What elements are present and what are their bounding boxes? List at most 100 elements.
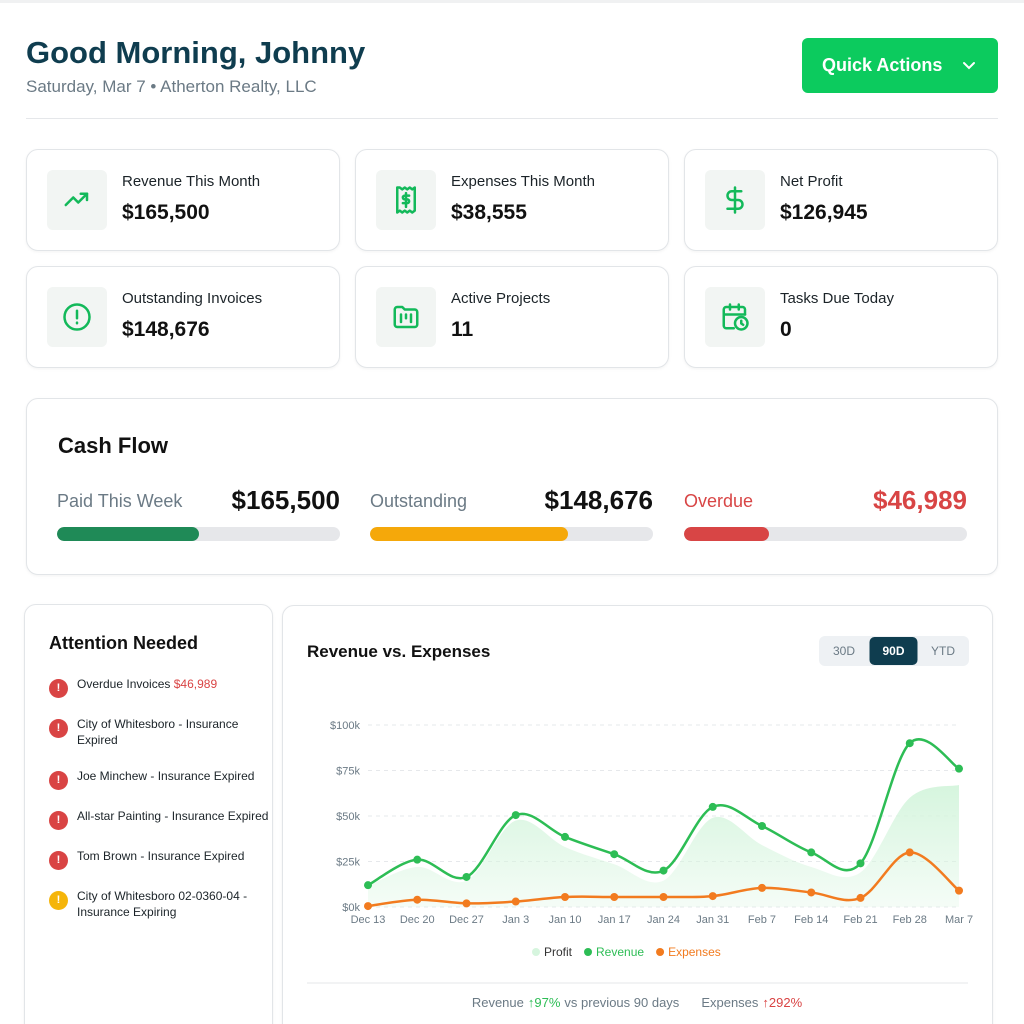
legend-label[interactable]: Revenue [596,945,644,959]
x-tick-label: Dec 20 [400,914,435,926]
greeting: Good Morning, Johnny [26,35,366,70]
x-tick-label: Feb 7 [748,914,776,926]
data-point [659,866,668,875]
footer-expenses-label: Expenses [701,995,759,1010]
x-tick-label: Jan 17 [598,914,631,926]
attention-text: City of Whitesboro 02-0360-04 - Insuranc… [77,889,248,919]
attention-text: Overdue Invoices [77,677,171,691]
alert-icon: ! [49,891,68,910]
progress-track [57,527,340,541]
kpi-label: Net Profit [780,173,843,190]
data-point [856,859,865,868]
cash-flow-amount: $165,500 [231,485,340,515]
y-tick-label: $25k [336,857,360,869]
data-point [807,848,816,857]
kpi-card: Revenue This Month $165,500 [26,149,340,251]
kpi-value: $148,676 [122,318,210,341]
cash-flow-label: Paid This Week [57,491,183,511]
data-point [659,892,668,901]
data-point [511,811,520,820]
data-point [758,822,766,831]
data-point [511,897,520,906]
data-point [561,892,569,901]
x-tick-label: Jan 10 [548,914,581,926]
range-button[interactable]: 90D [882,644,904,658]
range-button[interactable]: YTD [931,644,955,658]
chart: Revenue vs. Expenses 30D 90D YTD $0k $25k $50k… [307,636,973,1010]
y-tick-label: $75k [336,766,360,778]
progress-track [370,527,653,541]
kpi-value: 0 [780,318,792,341]
alert-icon: ! [49,811,68,830]
footer-summary: Revenue ↑97% vs previous 90 days Expenses ↑2… [472,995,803,1010]
attention-text: All-star Painting - Insurance Expired [77,809,269,823]
legend-swatch [532,948,540,956]
legend-label[interactable]: Expenses [668,945,721,959]
x-tick-label: Mar 7 [945,914,973,926]
range-active [869,637,918,665]
data-point [462,899,471,908]
data-point [708,802,717,811]
data-point [708,892,717,901]
range-button[interactable]: 30D [833,644,855,658]
progress-track [684,527,967,541]
cash-flow-label: Outstanding [370,491,468,511]
subtitle: Saturday, Mar 7 • Atherton Realty, LLC [26,77,317,96]
data-point [758,883,766,892]
kpi-icon [705,170,765,230]
legend-swatch [584,948,593,956]
cash-flow-item: Overdue $46,989 [684,485,967,545]
x-tick-label: Feb 21 [843,914,877,926]
alert-icon: ! [49,851,68,870]
attention-text: City of Whitesboro - Insurance Expired [77,717,239,747]
alert-icon: ! [49,719,68,738]
data-point [462,872,471,881]
x-tick-label: Jan 24 [647,914,680,926]
cash-flow-amount: $148,676 [544,485,653,515]
kpi-label: Expenses This Month [451,173,595,190]
x-tick-label: Feb 14 [794,914,828,926]
data-point [610,892,619,901]
chart-card: Revenue vs. Expenses 30D 90D YTD $0k $25k $50k… [282,605,993,1024]
progress-fill [684,527,769,541]
x-tick-label: Jan 3 [502,914,529,926]
data-point [561,832,569,841]
alert-icon: ! [49,679,68,698]
kpi-value: 11 [451,318,474,341]
kpi-card: Expenses This Month $38,555 [355,149,669,251]
cash-flow-amount: $46,989 [873,485,967,515]
divider [26,118,998,119]
legend-label[interactable]: Profit [544,945,573,959]
data-point [610,850,619,859]
data-point [413,855,422,864]
quick-actions-button[interactable]: Quick Actions [802,38,998,93]
footer-expenses-change: ↑292% [762,995,802,1010]
x-tick-label: Feb 28 [893,914,927,926]
kpi-card: Net Profit $126,945 [684,149,998,251]
kpi-value: $38,555 [451,201,527,224]
kpi-card: Tasks Due Today 0 [684,266,998,368]
kpi-value: $165,500 [122,201,210,224]
data-point [364,881,372,890]
kpi-card: Outstanding Invoices $148,676 [26,266,340,368]
data-point [905,848,914,857]
footer-revenue-label: Revenue [472,995,524,1010]
kpi-label: Tasks Due Today [780,290,894,307]
kpi-icon [47,170,107,230]
button-label: Quick Actions [822,55,943,75]
progress-fill [57,527,199,541]
data-point [905,739,914,748]
kpi-value: $126,945 [780,201,868,224]
kpi-icon [376,287,436,347]
profit-area [368,785,959,907]
chart-title: Revenue vs. Expenses [307,642,490,661]
x-tick-label: Jan 31 [696,914,729,926]
data-point [413,895,422,904]
y-tick-label: $100k [330,720,360,732]
data-point [955,886,963,895]
footer-revenue-change: ↑97% [528,995,561,1010]
kpi-icon [47,287,107,347]
x-tick-label: Dec 13 [351,914,386,926]
chevron [963,62,975,70]
